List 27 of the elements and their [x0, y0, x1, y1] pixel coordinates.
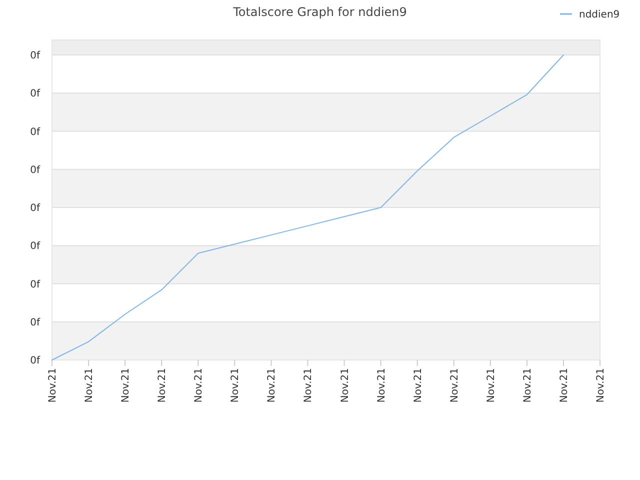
text: 0f: [30, 126, 40, 138]
x-tick-label: Nov.21: [84, 368, 96, 403]
x-tick-label: Nov.21: [412, 368, 424, 403]
chart-title: Totalscore Graph for nddien9: [232, 5, 407, 19]
x-tick-label: Nov.21: [522, 368, 534, 403]
legend-label: nddien9: [579, 10, 620, 20]
x-tick-label: Nov.21: [303, 368, 314, 403]
x-tick-label: Nov.21: [120, 368, 132, 403]
x-tick-label: Nov.21: [230, 368, 242, 403]
x-tick-label: Nov.21: [486, 368, 497, 403]
text: 0f: [30, 279, 40, 290]
text: 0f: [30, 356, 40, 366]
text: 0f: [30, 88, 40, 100]
x-tick-label: Nov.21: [340, 368, 351, 403]
x-tick-label: Nov.21: [266, 368, 278, 403]
text: 0f: [30, 164, 40, 176]
text: 0f: [30, 203, 40, 214]
text: 0f: [30, 317, 40, 328]
x-tick-label: Nov.21: [376, 368, 388, 403]
x-tick-label: Nov.21: [449, 368, 460, 403]
x-tick-label: Nov.21: [48, 368, 58, 403]
x-tick-label: Nov.21: [194, 368, 205, 403]
x-tick-label: Nov.21: [558, 368, 570, 403]
x-tick-label: Nov.21: [596, 368, 606, 403]
text: 0f: [30, 50, 40, 62]
text: 0f: [30, 241, 40, 252]
x-tick-label: Nov.21: [157, 368, 168, 403]
